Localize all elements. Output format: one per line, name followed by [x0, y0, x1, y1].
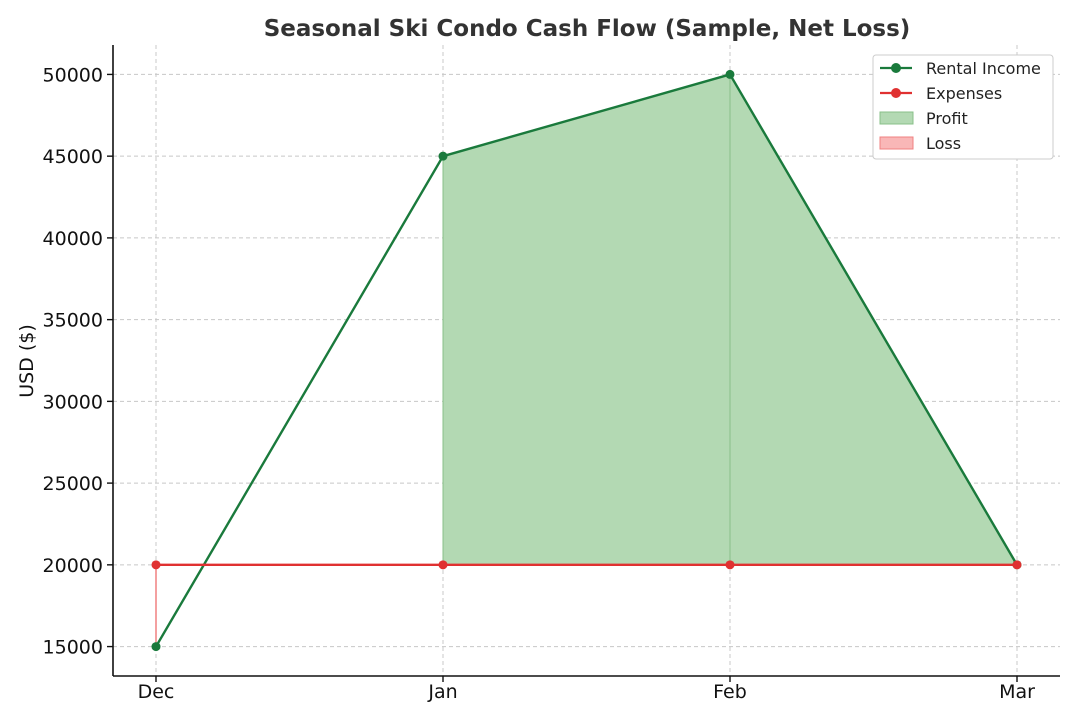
- legend-label-loss: Loss: [926, 134, 961, 153]
- legend: Rental Income Expenses Profit Loss: [872, 54, 1054, 160]
- data-point-rental-income-jan: [438, 151, 448, 161]
- data-point-rental-income-feb: [725, 69, 735, 79]
- x-tick-label-dec: Dec: [138, 681, 175, 703]
- series-line-rental-income: [154, 73, 1019, 648]
- x-axis-ticks: Dec Jan Feb Mar: [138, 676, 1035, 703]
- data-point-expenses-mar: [1012, 560, 1022, 570]
- series-lines: [151, 69, 1022, 652]
- legend-swatch-loss: [879, 136, 914, 150]
- axes-spines: [112, 45, 1060, 677]
- profit-loss-fills: [155, 72, 1018, 647]
- y-tick-label: 25000: [43, 473, 103, 495]
- x-tick-label-mar: Mar: [999, 681, 1035, 703]
- chart-title: Seasonal Ski Condo Cash Flow (Sample, Ne…: [264, 16, 911, 42]
- legend-label-rental-income: Rental Income: [926, 59, 1041, 78]
- y-tick-label: 45000: [43, 146, 103, 168]
- legend-label-profit: Profit: [926, 109, 968, 128]
- y-tick-label: 35000: [43, 310, 103, 332]
- legend-marker-rental-income: [891, 63, 901, 73]
- legend-box: [872, 54, 1054, 160]
- data-point-rental-income-dec: [151, 642, 161, 652]
- profit-area: [442, 73, 731, 566]
- data-point-expenses-feb: [725, 560, 735, 570]
- y-tick-label: 40000: [43, 228, 103, 250]
- y-tick-label: 30000: [43, 391, 103, 413]
- data-point-expenses-dec: [151, 560, 161, 570]
- legend-marker-expenses: [891, 88, 901, 98]
- legend-label-expenses: Expenses: [926, 84, 1002, 103]
- x-tick-label-feb: Feb: [713, 681, 747, 703]
- y-tick-label: 50000: [43, 64, 103, 86]
- data-point-expenses-jan: [438, 560, 448, 570]
- legend-swatch-profit: [879, 111, 914, 125]
- y-axis-label: USD ($): [16, 324, 38, 398]
- x-tick-label-jan: Jan: [427, 681, 457, 703]
- y-tick-label: 20000: [43, 555, 103, 577]
- y-tick-label: 15000: [43, 637, 103, 659]
- y-axis-ticks: 15000 20000 25000 30000 35000 40000 45000 50000: [43, 64, 113, 659]
